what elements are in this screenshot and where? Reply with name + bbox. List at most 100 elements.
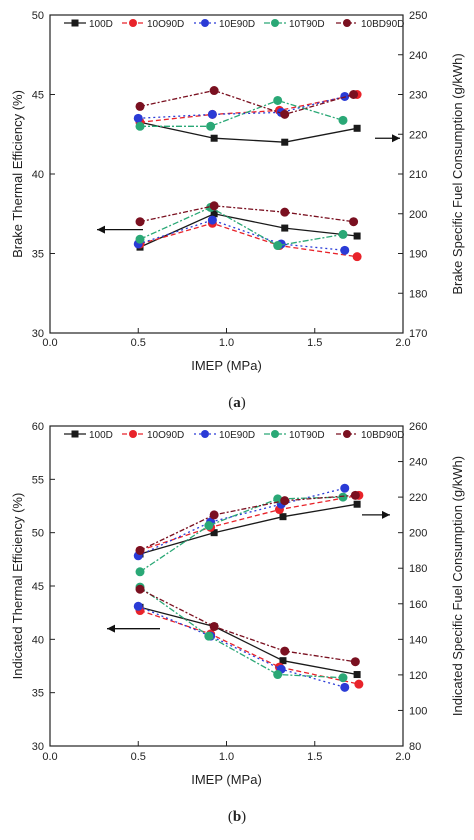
chart-a-xtick-label: 1.5: [307, 337, 322, 349]
chart-b-point-left-10BD90D: [280, 646, 290, 656]
chart-a-left-axis-arrow-head: [97, 225, 105, 234]
chart-a-ytick-right-label: 220: [409, 129, 427, 141]
chart-b-point-left-10BD90D: [350, 657, 360, 667]
chart-a-point-right-10BD90D: [209, 86, 219, 96]
chart-b-point-left-100D: [353, 671, 361, 679]
chart-a-frame: [49, 14, 404, 334]
chart-a-point-right-10T90D: [135, 121, 145, 131]
chart-a-point-left-10BD90D: [349, 217, 359, 227]
chart-b-point-left-10E90D: [340, 682, 350, 692]
chart-b-point-left-10T90D: [273, 670, 283, 680]
chart-a-ylabel-left: Brake Thermal Efficiency (%): [10, 90, 25, 258]
chart-b-point-right-10BD90D: [209, 510, 219, 520]
chart-a-point-left-10E90D: [207, 215, 217, 225]
chart-a-point-left-10E90D: [340, 245, 350, 255]
chart-b-legend-marker-100D: [71, 430, 79, 438]
chart-a-right-axis-arrow-head: [392, 134, 400, 143]
chart-a-point-right-10BD90D: [349, 90, 359, 99]
chart-a-point-right-100D: [281, 138, 289, 146]
chart-a-point-right-100D: [210, 134, 218, 142]
chart-b-point-right-10T90D: [338, 492, 348, 502]
chart-b-legend-label-10E90D: 10E90D: [219, 430, 255, 441]
chart-a-point-left-10T90D: [135, 234, 145, 244]
chart-a-point-left-100D: [353, 232, 361, 240]
chart-a-point-left-10BD90D: [209, 201, 219, 211]
chart-a-xtick-label: 0.5: [131, 337, 146, 349]
chart-a-series-right-100D: [139, 121, 358, 143]
chart-a-ylabel-right: Brake Specific Fuel Consumption (g/kWh): [450, 53, 465, 294]
chart-b-ytick-right-label: 120: [409, 670, 427, 682]
chart-b-ylabel-right: Indicated Specific Fuel Consumption (g/k…: [450, 456, 465, 716]
chart-b-legend-marker-10T90D: [271, 430, 279, 438]
chart-a-series-left-10O90D: [139, 222, 358, 258]
chart-a-series-right-10O90D: [139, 93, 358, 123]
chart-a-legend-marker-100D: [71, 19, 79, 27]
chart-b-point-right-10T90D: [273, 494, 283, 504]
chart-b-ytick-right-label: 100: [409, 705, 427, 717]
chart-b-xtick-label: 1.0: [219, 751, 234, 763]
chart-a-point-left-10BD90D: [280, 207, 290, 217]
chart-b-ytick-right-label: 140: [409, 634, 427, 646]
chart-b-legend-label-10BD90D: 10BD90D: [361, 430, 404, 441]
chart-b-xtick-label: 0.0: [42, 751, 57, 763]
chart-a-point-left-10T90D: [273, 241, 283, 251]
chart-a-ytick-right-label: 190: [409, 249, 427, 261]
chart-a-series-right-10BD90D: [139, 89, 354, 116]
chart-a-point-right-10BD90D: [135, 101, 145, 111]
chart-b-legend-marker-10O90D: [129, 430, 137, 438]
chart-a-legend-marker-10O90D: [129, 19, 137, 27]
chart-b-series-right-10BD90D: [139, 494, 356, 551]
chart-b-ytick-left-label: 40: [32, 634, 44, 646]
chart-b-point-left-10E90D: [133, 601, 143, 611]
chart-b-ytick-right-label: 180: [409, 563, 427, 575]
chart-b-series-left-10T90D: [139, 586, 344, 679]
chart-a-legend-marker-10BD90D: [343, 19, 351, 27]
chart-b-legend-label-10T90D: 10T90D: [289, 430, 325, 441]
chart-b-point-left-10T90D: [338, 673, 348, 683]
chart-b-xtick-label: 0.5: [131, 751, 146, 763]
chart-b-ytick-right-label: 260: [409, 421, 427, 433]
chart-b-ytick-right-label: 200: [409, 528, 427, 540]
chart-b-ytick-left-label: 30: [32, 741, 44, 753]
chart-a-legend-label-10T90D: 10T90D: [289, 19, 325, 30]
chart-a-point-left-10BD90D: [135, 217, 145, 227]
chart-b-point-right-10BD90D: [135, 545, 145, 555]
chart-b-series-right-10T90D: [139, 496, 344, 573]
chart-b-series-left-10O90D: [139, 609, 360, 685]
chart-b-point-right-10T90D: [204, 521, 214, 531]
chart-a-point-right-10T90D: [273, 95, 283, 105]
chart-a-group: 0.0 0.5 1.0 1.5 2.0 IMEP (MPa) 30 35 40 45 50 Brake…: [10, 10, 465, 373]
chart-a-ytick-left-label: 45: [32, 90, 44, 102]
chart-a-ytick-right-label: 250: [409, 10, 427, 22]
chart-b-legend-marker-10BD90D: [343, 430, 351, 438]
chart-b-series-right-10O90D: [139, 494, 360, 552]
chart-b-series-right-100D: [139, 503, 358, 555]
chart-b-xlabel: IMEP (MPa): [191, 772, 262, 787]
chart-b-ytick-right-label: 240: [409, 457, 427, 469]
chart-b-ytick-right-label: 160: [409, 599, 427, 611]
chart-b-point-right-100D: [353, 500, 361, 508]
chart-b-series-right-10E90D: [138, 487, 345, 557]
chart-a-ytick-right-label: 170: [409, 328, 427, 340]
chart-b-series-left-10E90D: [138, 605, 345, 688]
chart-b-xtick-label: 2.0: [395, 751, 410, 763]
chart-b-ytick-right-label: 220: [409, 492, 427, 504]
chart-a-point-right-10E90D: [207, 109, 217, 119]
chart-a-legend-marker-10E90D: [201, 19, 209, 27]
chart-a-ytick-right-label: 180: [409, 288, 427, 300]
chart-b-point-right-10BD90D: [280, 496, 290, 506]
chart-a-point-right-100D: [353, 124, 361, 132]
chart-b-ytick-left-label: 35: [32, 688, 44, 700]
chart-a-series-left-10T90D: [139, 206, 344, 247]
chart-a-point-left-10O90D: [352, 252, 362, 262]
chart-a-point-left-100D: [210, 210, 218, 218]
chart-b-left-axis-arrow-head: [107, 624, 115, 633]
chart-b-point-right-100D: [210, 529, 218, 537]
chart-a-xtick-label: 0.0: [42, 337, 57, 349]
chart-a-xtick-label: 1.0: [219, 337, 234, 349]
chart-b-xtick-label: 1.5: [307, 751, 322, 763]
chart-a-ytick-left-label: 50: [32, 10, 44, 22]
chart-a-point-right-10E90D: [133, 113, 143, 123]
